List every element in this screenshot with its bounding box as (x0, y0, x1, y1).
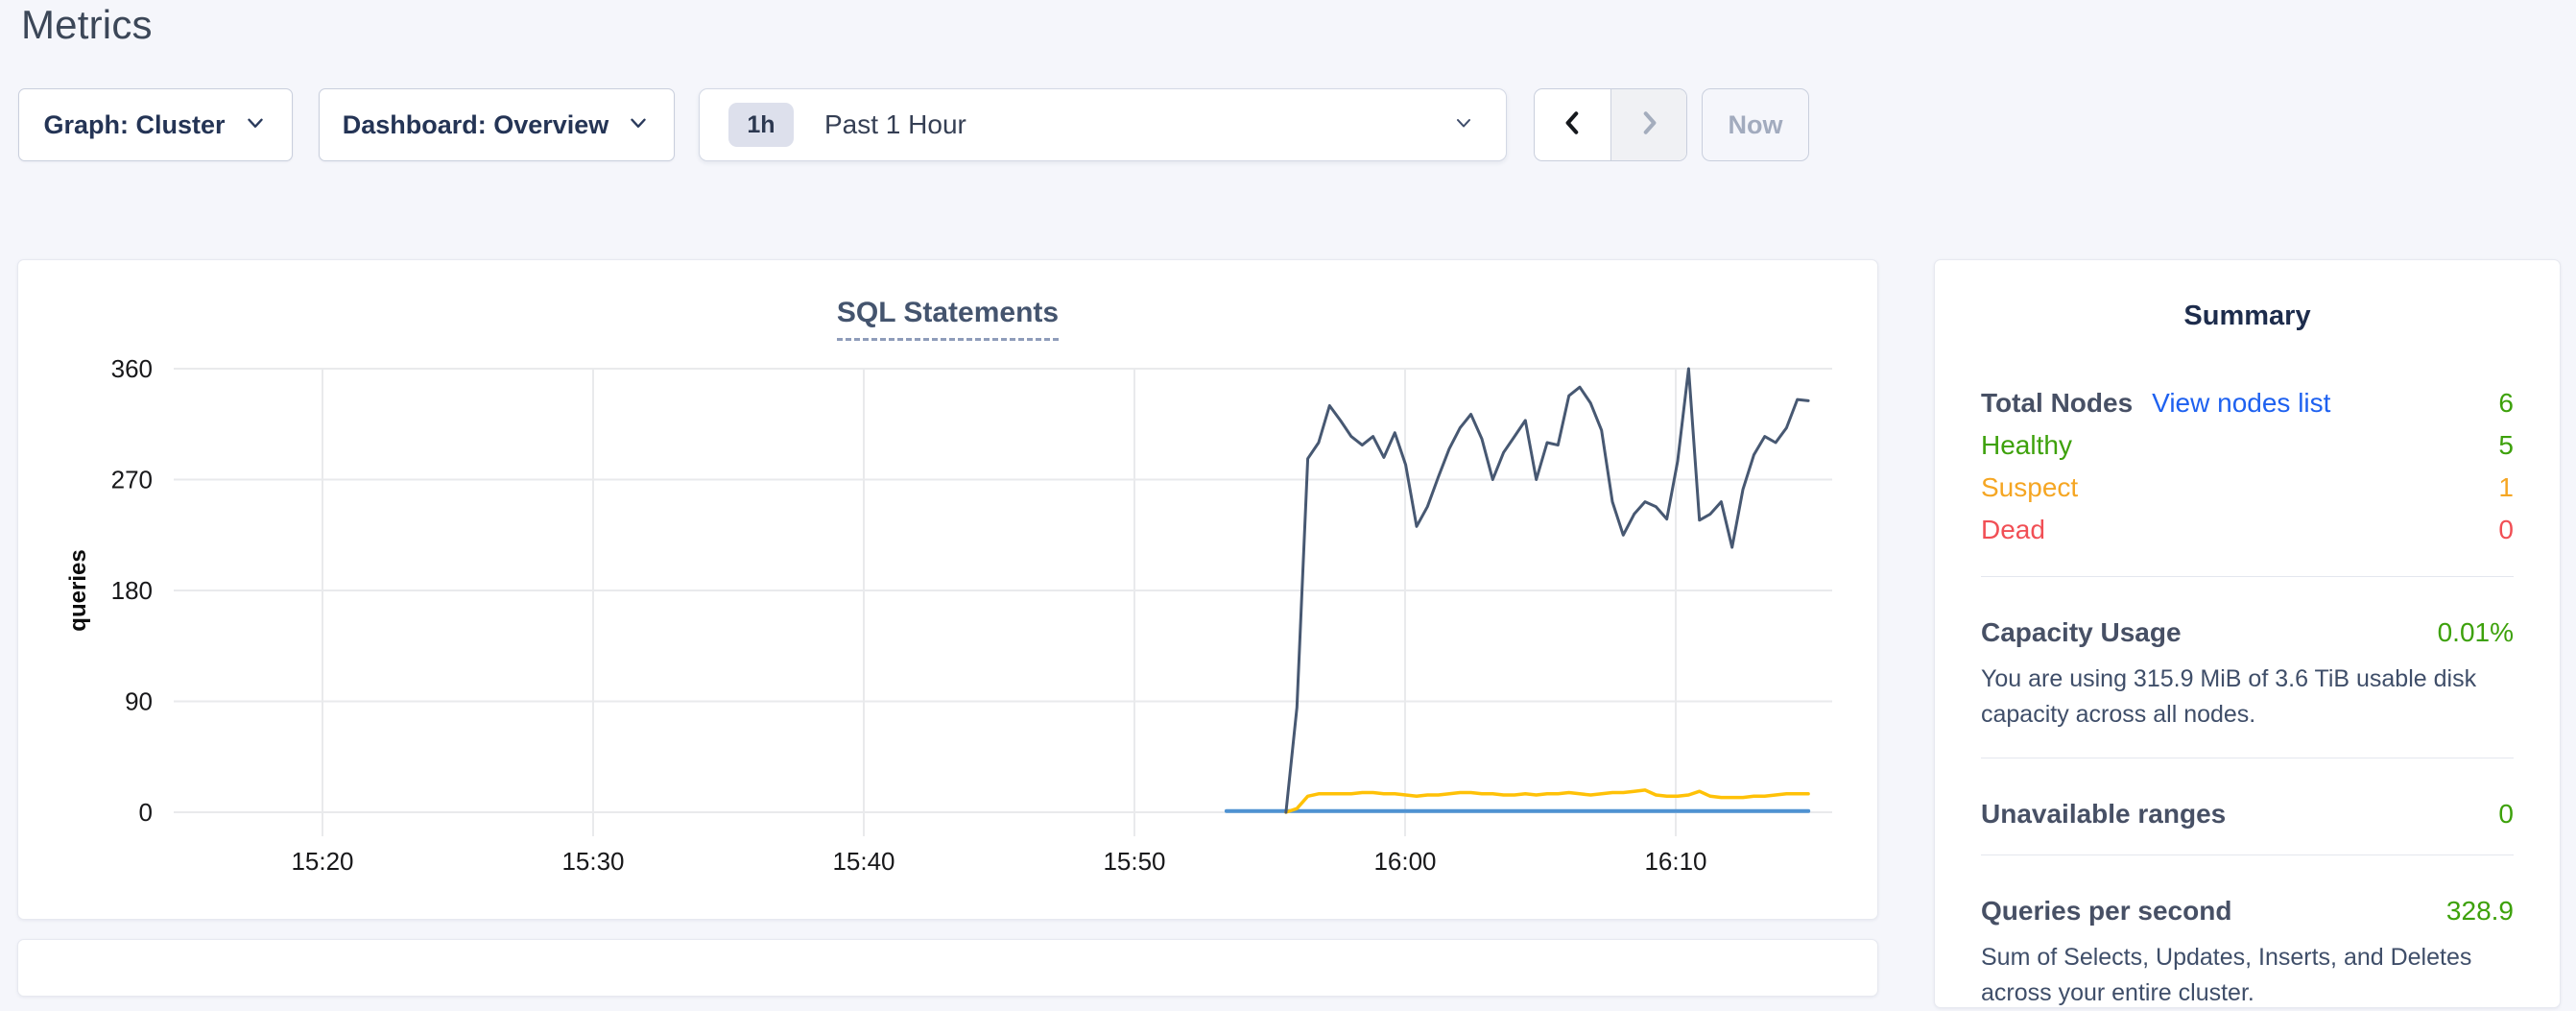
total-nodes-label: Total Nodes (1981, 388, 2134, 418)
svg-text:16:00: 16:00 (1373, 847, 1436, 876)
queries-per-second-section: Queries per second 328.9 Sum of Selects,… (1981, 896, 2514, 1011)
time-range-label: Past 1 Hour (824, 109, 966, 139)
queries-per-second-description: Sum of Selects, Updates, Inserts, and De… (1981, 944, 2472, 1006)
chevron-down-icon (626, 110, 651, 140)
svg-text:270: 270 (111, 466, 153, 494)
svg-text:15:50: 15:50 (1103, 847, 1165, 876)
svg-text:90: 90 (125, 687, 153, 716)
svg-text:16:10: 16:10 (1644, 847, 1706, 876)
healthy-nodes-row: Healthy 5 (1981, 424, 2514, 467)
healthy-value: 5 (2498, 430, 2514, 460)
unavailable-ranges-label: Unavailable ranges (1981, 799, 2227, 829)
svg-text:15:40: 15:40 (832, 847, 894, 876)
dashboard-dropdown[interactable]: Dashboard: Overview (319, 88, 675, 161)
time-range-badge: 1h (728, 103, 794, 147)
time-range-selector[interactable]: 1h Past 1 Hour (699, 88, 1507, 161)
chevron-down-icon (1452, 111, 1475, 139)
sql-statements-chart-card: SQL Statements 0 90 180 270 360 15:20 15:30 15:… (17, 259, 1878, 920)
queries-per-second-value: 328.9 (2445, 896, 2514, 926)
navy-series (1284, 367, 1810, 814)
yellow-series (1284, 788, 1810, 814)
sql-statements-plot[interactable]: 0 90 180 270 360 15:20 15:30 15:40 15:50 16:00 16:… (18, 260, 1879, 921)
dead-nodes-row: Dead 0 (1981, 509, 2514, 551)
capacity-usage-label: Capacity Usage (1981, 617, 2182, 647)
chevron-left-icon (1560, 108, 1586, 142)
graph-dropdown[interactable]: Graph: Cluster (18, 88, 293, 161)
graph-dropdown-label: Graph: Cluster (43, 109, 226, 139)
svg-text:15:20: 15:20 (291, 847, 353, 876)
healthy-label: Healthy (1981, 430, 2072, 460)
svg-text:15:30: 15:30 (561, 847, 624, 876)
page-title: Metrics (21, 2, 153, 47)
svg-text:360: 360 (111, 354, 153, 383)
total-nodes-row: Total Nodes View nodes list 6 (1981, 382, 2514, 424)
unavailable-ranges-value: 0 (2498, 799, 2514, 829)
time-pager (1534, 88, 1687, 161)
view-nodes-list-link[interactable]: View nodes list (2152, 388, 2331, 418)
capacity-usage-description: You are using 315.9 MiB of 3.6 TiB usabl… (1981, 665, 2477, 728)
now-button[interactable]: Now (1702, 88, 1809, 161)
previous-time-button[interactable] (1535, 89, 1610, 160)
summary-panel: Summary Total Nodes View nodes list 6 He… (1934, 259, 2561, 1008)
next-time-button[interactable] (1610, 89, 1686, 160)
capacity-usage-section: Capacity Usage 0.01% You are using 315.9… (1981, 617, 2514, 733)
unavailable-ranges-section: Unavailable ranges 0 (1981, 799, 2514, 830)
total-nodes-value: 6 (2498, 388, 2514, 418)
chevron-down-icon (243, 110, 268, 140)
suspect-nodes-row: Suspect 1 (1981, 467, 2514, 509)
dead-value: 0 (2498, 515, 2514, 544)
chart-title[interactable]: SQL Statements (836, 297, 1060, 341)
next-chart-card (17, 939, 1878, 997)
suspect-value: 1 (2498, 472, 2514, 502)
capacity-usage-value: 0.01% (2437, 617, 2514, 647)
dead-label: Dead (1981, 515, 2045, 544)
dashboard-dropdown-label: Dashboard: Overview (342, 109, 609, 139)
svg-text:queries: queries (65, 549, 91, 631)
svg-text:0: 0 (139, 798, 153, 827)
divider (1981, 576, 2514, 577)
svg-text:180: 180 (111, 576, 153, 605)
suspect-label: Suspect (1981, 472, 2079, 502)
summary-title: Summary (2183, 301, 2311, 331)
chevron-right-icon (1635, 108, 1662, 142)
queries-per-second-label: Queries per second (1981, 896, 2232, 926)
